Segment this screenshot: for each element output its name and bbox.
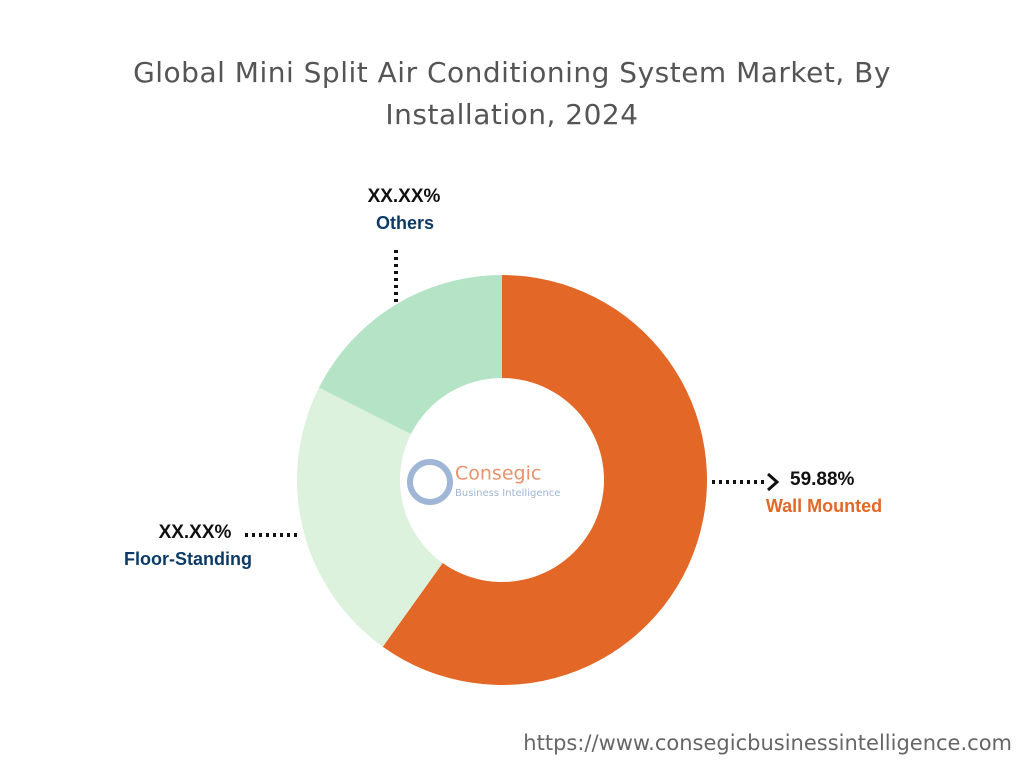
category-label: Floor-Standing bbox=[124, 549, 252, 569]
category-label: Others bbox=[376, 213, 434, 233]
value-label: 59.88% bbox=[790, 469, 855, 490]
value-label: XX.XX% bbox=[368, 186, 441, 207]
value-label: XX.XX% bbox=[159, 522, 232, 543]
leader-arrow bbox=[767, 472, 780, 492]
logo-icon bbox=[407, 459, 453, 505]
donut-slice bbox=[382, 275, 707, 686]
logo-tagline: Business Intelligence bbox=[455, 488, 560, 499]
chart-title: Global Mini Split Air Conditioning Syste… bbox=[133, 56, 891, 131]
donut-slice bbox=[297, 387, 443, 647]
title-box: Global Mini Split Air Conditioning Syste… bbox=[133, 56, 891, 131]
logo: Consegic Business Intelligence bbox=[407, 459, 560, 505]
category-label: Wall Mounted bbox=[766, 496, 882, 516]
donut-slice bbox=[318, 275, 502, 435]
footer-url: https://www.consegicbusinessintelligence… bbox=[523, 731, 1012, 755]
logo-name: Consegic bbox=[455, 463, 541, 485]
